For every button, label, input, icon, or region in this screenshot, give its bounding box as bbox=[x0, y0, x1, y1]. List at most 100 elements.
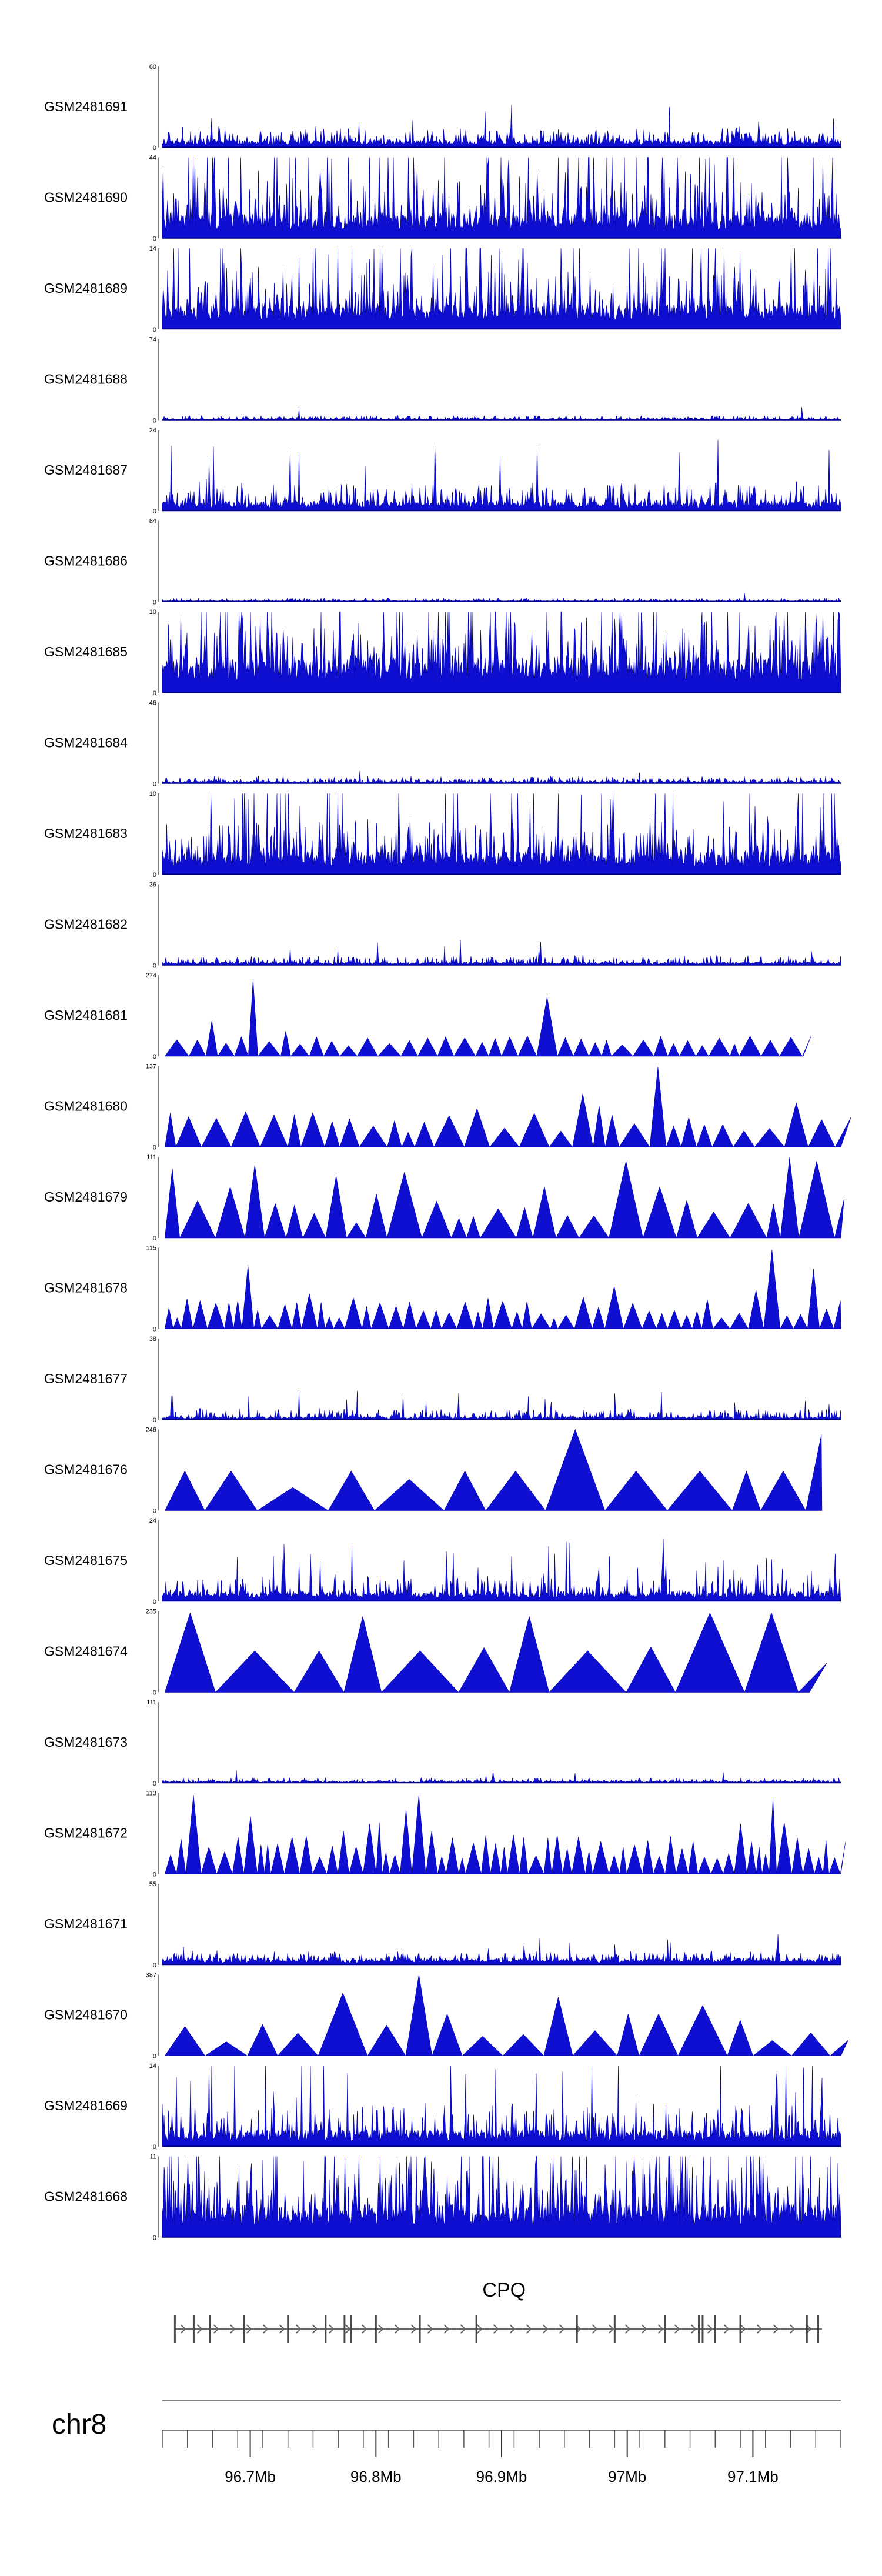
exon-mark bbox=[192, 2315, 195, 2343]
axis-tick-label: 97Mb bbox=[608, 2468, 646, 2485]
coverage-area bbox=[162, 1390, 841, 1420]
y-zero-tick-label: 0 bbox=[153, 2235, 156, 2242]
strand-arrow bbox=[246, 2324, 252, 2334]
exon-mark bbox=[243, 2315, 245, 2343]
exon-mark bbox=[806, 2315, 808, 2343]
exon-mark bbox=[817, 2315, 820, 2343]
chromosome-axis: chr8 96.7Mb 96.8Mb 96.9Mb 97Mb 97.1Mb bbox=[52, 2400, 841, 2485]
coverage-area bbox=[165, 1794, 846, 1874]
coverage-area bbox=[162, 592, 841, 602]
strand-arrow bbox=[493, 2324, 499, 2334]
coverage-area bbox=[162, 793, 841, 875]
y-max-tick-label: 14 bbox=[149, 2063, 156, 2070]
track-label: GSM2481682 bbox=[44, 917, 128, 932]
y-max-tick-label: 14 bbox=[149, 245, 156, 252]
strand-arrow bbox=[608, 2324, 614, 2334]
track-GSM2481689: GSM2481689 14 0 bbox=[44, 245, 841, 333]
y-max-tick-label: 24 bbox=[149, 1517, 156, 1524]
y-max-tick-label: 113 bbox=[146, 1790, 156, 1797]
y-max-tick-label: 11 bbox=[150, 2154, 156, 2161]
track-GSM2481682: GSM2481682 36 0 bbox=[44, 882, 841, 970]
coverage-area bbox=[162, 105, 841, 148]
y-max-tick-label: 115 bbox=[146, 1245, 156, 1252]
track-label: GSM2481674 bbox=[44, 1644, 128, 1659]
axis-tick-label: 97.1Mb bbox=[727, 2468, 779, 2485]
coverage-area bbox=[165, 979, 811, 1057]
y-zero-tick-label: 0 bbox=[153, 1144, 156, 1152]
strand-arrow bbox=[476, 2324, 483, 2334]
exon-mark bbox=[714, 2315, 716, 2343]
y-max-tick-label: 10 bbox=[149, 790, 156, 798]
gene-name-label: CPQ bbox=[482, 2279, 526, 2301]
y-zero-tick-label: 0 bbox=[153, 1326, 156, 1333]
exon-mark bbox=[419, 2315, 421, 2343]
strand-arrow bbox=[213, 2324, 219, 2334]
track-label: GSM2481678 bbox=[44, 1280, 128, 1296]
strand-arrow bbox=[229, 2324, 236, 2334]
strand-arrow bbox=[723, 2324, 730, 2334]
track-GSM2481675: GSM2481675 24 0 bbox=[44, 1517, 841, 1606]
strand-arrow bbox=[196, 2324, 203, 2334]
coverage-area bbox=[162, 439, 841, 512]
strand-arrow bbox=[526, 2324, 532, 2334]
exon-mark bbox=[613, 2315, 616, 2343]
y-zero-tick-label: 0 bbox=[153, 508, 156, 515]
y-zero-tick-label: 0 bbox=[153, 1599, 156, 1606]
strand-arrow bbox=[509, 2324, 516, 2334]
track-label: GSM2481686 bbox=[44, 553, 128, 569]
track-label: GSM2481672 bbox=[44, 1826, 128, 1841]
track-label: GSM2481679 bbox=[44, 1189, 128, 1204]
strand-arrow bbox=[443, 2324, 450, 2334]
strand-arrow bbox=[394, 2324, 400, 2334]
y-zero-tick-label: 0 bbox=[153, 781, 156, 788]
exon-mark bbox=[664, 2315, 666, 2343]
strand-arrow bbox=[262, 2324, 269, 2334]
coverage-area bbox=[162, 1770, 841, 1784]
axis-tick-label: 96.7Mb bbox=[225, 2468, 276, 2485]
axis-tick-label: 96.9Mb bbox=[476, 2468, 527, 2485]
y-max-tick-label: 46 bbox=[149, 700, 156, 707]
track-GSM2481674: GSM2481674 235 0 bbox=[44, 1609, 827, 1697]
track-label: GSM2481669 bbox=[44, 2098, 128, 2113]
y-zero-tick-label: 0 bbox=[153, 418, 156, 425]
exon-mark bbox=[739, 2315, 741, 2343]
y-zero-tick-label: 0 bbox=[153, 145, 156, 152]
y-zero-tick-label: 0 bbox=[153, 1780, 156, 1787]
track-GSM2481672: GSM2481672 113 0 bbox=[44, 1790, 846, 1878]
strand-arrow bbox=[789, 2324, 796, 2334]
coverage-area bbox=[165, 1974, 848, 2056]
coverage-area bbox=[165, 1157, 844, 1239]
strand-arrow bbox=[180, 2324, 186, 2334]
track-label: GSM2481670 bbox=[44, 2007, 128, 2023]
strand-arrow bbox=[773, 2324, 779, 2334]
y-max-tick-label: 111 bbox=[146, 1154, 156, 1161]
coverage-area bbox=[165, 1429, 823, 1511]
y-max-tick-label: 387 bbox=[146, 1972, 156, 1979]
y-max-tick-label: 111 bbox=[146, 1699, 156, 1706]
gene-model-track: CPQ bbox=[173, 2279, 822, 2343]
y-max-tick-label: 36 bbox=[149, 882, 156, 889]
track-GSM2481686: GSM2481686 84 0 bbox=[44, 518, 841, 606]
strand-arrow bbox=[328, 2324, 335, 2334]
track-GSM2481683: GSM2481683 10 0 bbox=[44, 790, 841, 879]
strand-arrow bbox=[410, 2324, 417, 2334]
strand-arrow bbox=[361, 2324, 368, 2334]
coverage-area bbox=[162, 940, 841, 966]
y-zero-tick-label: 0 bbox=[153, 963, 156, 970]
strand-arrow bbox=[756, 2324, 763, 2334]
strand-arrow bbox=[657, 2324, 664, 2334]
coverage-area bbox=[165, 1613, 827, 1693]
strand-arrow bbox=[674, 2324, 680, 2334]
y-zero-tick-label: 0 bbox=[153, 1871, 156, 1878]
track-label: GSM2481690 bbox=[44, 190, 128, 205]
y-zero-tick-label: 0 bbox=[153, 1508, 156, 1515]
exon-mark bbox=[576, 2315, 578, 2343]
coverage-area bbox=[162, 248, 841, 330]
y-zero-tick-label: 0 bbox=[153, 236, 156, 243]
track-GSM2481679: GSM2481679 111 0 bbox=[44, 1154, 844, 1242]
strand-arrow bbox=[377, 2324, 384, 2334]
track-label: GSM2481680 bbox=[44, 1099, 128, 1114]
track-GSM2481685: GSM2481685 10 0 bbox=[44, 609, 841, 697]
coverage-area bbox=[162, 2156, 841, 2238]
